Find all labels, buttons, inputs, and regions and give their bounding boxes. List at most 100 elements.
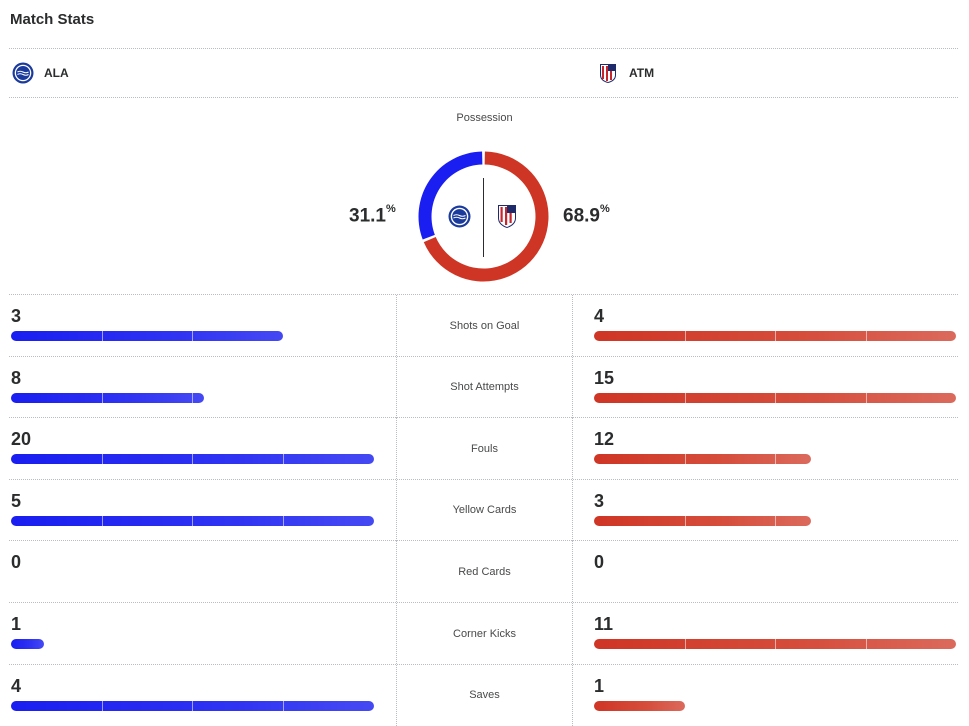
stat-row: 1 Corner Kicks 11	[9, 602, 958, 664]
away-stat-bar	[594, 331, 956, 341]
away-team[interactable]: ATM	[597, 62, 654, 84]
atletico-crest-icon	[498, 205, 516, 228]
stat-row: 8 Shot Attempts 15	[9, 355, 958, 418]
bar-tick	[101, 392, 103, 403]
bar-tick	[865, 639, 867, 649]
bar-tick	[865, 392, 867, 403]
home-stat-bar	[11, 331, 283, 341]
home-possession-arc	[418, 151, 483, 240]
away-stat-cell: 3	[572, 480, 958, 541]
away-stat-cell: 0	[572, 541, 958, 602]
bar-tick	[775, 454, 776, 465]
bar-tick	[684, 639, 686, 649]
atletico-crest-icon	[600, 64, 616, 83]
stat-row: 5 Yellow Cards 3	[9, 478, 958, 541]
bar-tick	[282, 700, 284, 711]
home-stat-cell: 4	[9, 665, 396, 726]
home-stat-value: 20	[11, 429, 32, 450]
bar-tick	[192, 392, 193, 403]
home-possession: 31.1%	[349, 203, 396, 227]
away-stat-value: 15	[594, 367, 615, 388]
away-possession: 68.9%	[563, 203, 610, 227]
home-team-abbr: ALA	[44, 66, 69, 80]
stat-row: 20 Fouls 12	[9, 417, 958, 480]
alaves-crest-icon	[12, 62, 34, 84]
home-stat-cell: 0	[9, 541, 396, 602]
home-stat-value: 4	[11, 675, 22, 696]
stat-label: Yellow Cards	[396, 479, 573, 541]
bar-tick	[101, 331, 103, 341]
stat-label: Fouls	[396, 418, 573, 480]
stat-label: Red Cards	[396, 541, 573, 603]
bar-tick	[775, 392, 776, 403]
bar-tick	[101, 515, 103, 526]
home-stat-value: 1	[11, 614, 22, 634]
home-stat-bar	[11, 639, 44, 649]
home-stat-cell: 8	[9, 357, 396, 418]
stat-label: Saves	[396, 664, 573, 726]
bar-tick	[282, 454, 284, 465]
stat-label: Corner Kicks	[396, 603, 573, 664]
away-stat-bar	[594, 392, 956, 403]
bar-tick	[101, 700, 103, 711]
away-stat-bar	[594, 700, 685, 711]
bar-tick	[282, 515, 284, 526]
bar-tick	[192, 454, 193, 465]
bar-tick	[192, 700, 193, 711]
home-stat-value: 5	[11, 490, 22, 511]
divider	[9, 97, 958, 98]
stat-label: Shot Attempts	[396, 356, 573, 418]
away-stat-value: 0	[594, 552, 605, 573]
bar-tick	[775, 331, 776, 341]
away-stat-value: 1	[594, 675, 605, 696]
stat-row: 4 Saves 1	[9, 663, 958, 726]
home-stat-cell: 20	[9, 418, 396, 479]
away-team-abbr: ATM	[629, 66, 655, 80]
away-stat-bar	[594, 454, 811, 465]
percent-unit: %	[599, 203, 610, 215]
bar-tick	[684, 700, 685, 711]
home-team[interactable]: ALA	[12, 62, 69, 84]
away-stat-value: 4	[594, 306, 605, 326]
stat-row: 3 Shots on Goal 4	[9, 294, 958, 356]
home-stat-cell: 3	[9, 295, 396, 356]
away-stat-cell: 12	[572, 418, 958, 479]
home-stat-bar	[11, 392, 204, 403]
bar-tick	[684, 331, 686, 341]
away-stat-cell: 1	[572, 665, 958, 726]
bar-tick	[775, 515, 776, 526]
home-stat-value: 0	[11, 552, 22, 573]
away-stat-cell: 4	[572, 295, 958, 356]
alaves-crest-icon	[448, 205, 471, 228]
home-possession-value: 31.1	[349, 205, 386, 227]
percent-unit: %	[385, 203, 396, 215]
away-stat-cell: 11	[572, 603, 958, 664]
away-possession-value: 68.9	[563, 205, 600, 227]
divider	[9, 48, 958, 49]
bar-tick	[684, 392, 686, 403]
home-stat-value: 8	[11, 367, 22, 388]
home-stat-bar	[11, 700, 374, 711]
possession-donut	[418, 151, 549, 282]
bar-tick	[101, 454, 103, 465]
possession-label: Possession	[456, 112, 513, 124]
home-stat-cell: 1	[9, 603, 396, 664]
home-stat-value: 3	[11, 306, 22, 326]
away-stat-bar	[594, 639, 956, 649]
stat-row: 0 Red Cards 0	[9, 540, 958, 603]
home-stat-bar	[11, 515, 374, 526]
bar-tick	[282, 331, 283, 341]
home-stat-bar	[11, 454, 374, 465]
page-title: Match Stats	[10, 11, 95, 28]
away-stat-value: 3	[594, 490, 605, 511]
away-stat-value: 12	[594, 429, 615, 450]
bar-tick	[192, 515, 193, 526]
away-stat-cell: 15	[572, 357, 958, 418]
bar-tick	[775, 639, 776, 649]
away-stat-bar	[594, 515, 811, 526]
stat-label: Shots on Goal	[396, 295, 573, 356]
bar-tick	[684, 515, 686, 526]
bar-tick	[865, 331, 867, 341]
bar-tick	[684, 454, 686, 465]
home-stat-cell: 5	[9, 480, 396, 541]
